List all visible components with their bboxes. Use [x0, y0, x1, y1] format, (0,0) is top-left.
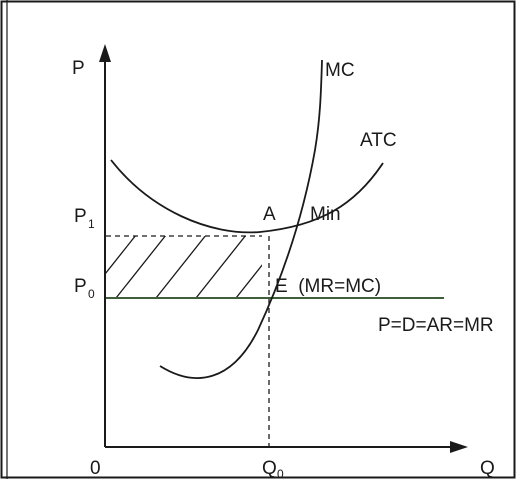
atc-curve — [110, 159, 384, 234]
demand-label: P=D=AR=MR — [378, 315, 494, 336]
mc-label: MC — [325, 60, 355, 81]
p1-label: P — [74, 206, 87, 227]
p0-label: P — [74, 276, 87, 297]
point-a-label: A — [263, 204, 276, 225]
p0-subscript: 0 — [88, 287, 95, 301]
origin-label: 0 — [90, 458, 101, 479]
y-axis-arrow-icon — [99, 44, 111, 62]
q0-label: Q — [262, 458, 277, 479]
x-axis-label: Q — [480, 458, 495, 479]
point-e-label: E (MR=MC) — [275, 276, 381, 297]
profit-hatch-area — [106, 236, 262, 298]
p1-subscript: 1 — [88, 217, 95, 231]
min-label: Min — [310, 204, 341, 225]
y-axis-label: P — [72, 58, 85, 79]
mc-curve — [159, 59, 323, 379]
x-axis-arrow-icon — [450, 441, 468, 453]
atc-label: ATC — [360, 130, 397, 151]
q0-subscript: 0 — [277, 467, 284, 479]
